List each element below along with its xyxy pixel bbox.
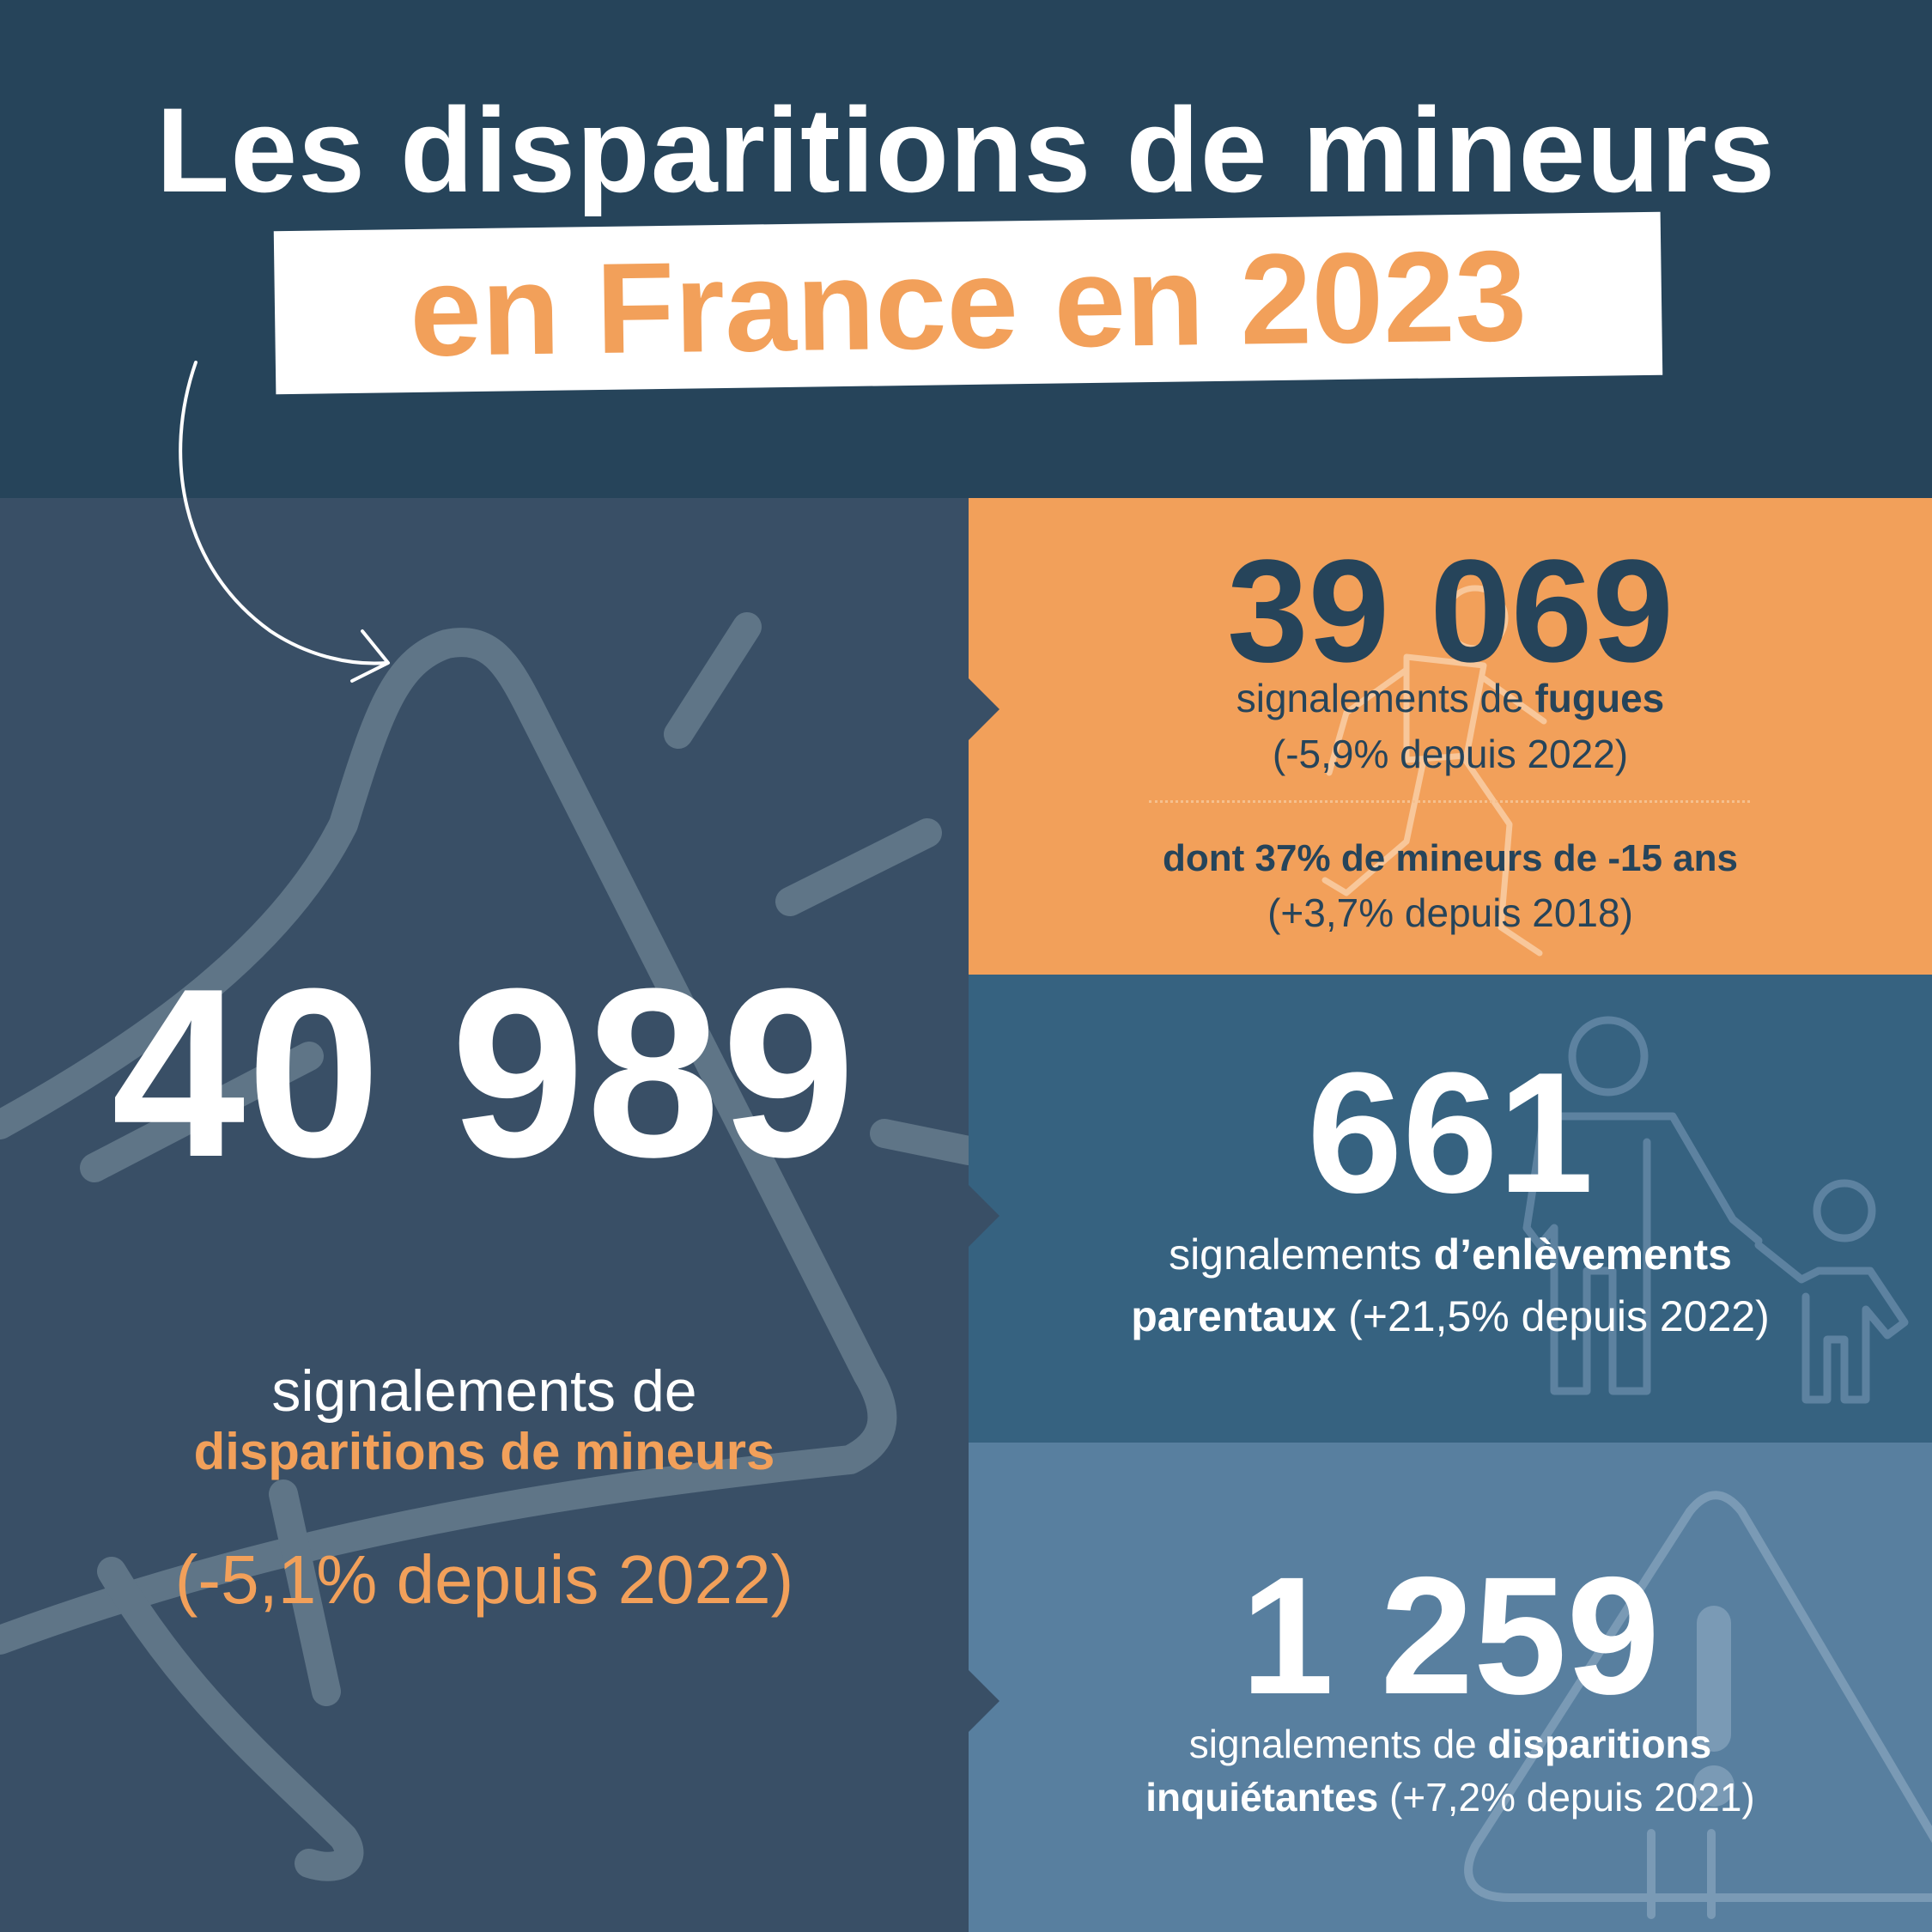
enlevements-change: (+21,5% depuis 2022)	[1336, 1292, 1770, 1340]
enlevements-label-bold1: d’enlèvements	[1433, 1230, 1732, 1279]
fugues-label: signalements de fugues	[969, 674, 1932, 722]
curved-arrow-icon	[179, 361, 390, 683]
fugues-change: (-5,9% depuis 2022)	[1272, 732, 1629, 776]
enlevements-label-line1: signalements d’enlèvements	[969, 1228, 1932, 1281]
divider	[1149, 800, 1750, 803]
inquietantes-change: (+7,2% depuis 2021)	[1378, 1775, 1755, 1820]
inquietantes-label-bold2: inquiétantes	[1145, 1775, 1379, 1820]
main-stat-label-highlight: disparitions de mineurs	[193, 1423, 775, 1480]
fugues-value: 39 069	[1227, 530, 1674, 693]
inquietantes-label-line2: inquiétantes (+7,2% depuis 2021)	[969, 1773, 1932, 1821]
inquietantes-label-prefix: signalements de	[1188, 1722, 1488, 1766]
title-line1: Les disparitions de mineurs	[155, 82, 1777, 217]
enlevements-label-prefix: signalements	[1169, 1230, 1434, 1279]
title-line2: en France en 2023	[409, 222, 1528, 384]
fugues-label-bold: fugues	[1534, 676, 1665, 720]
running-person-icon	[1321, 585, 1547, 957]
enlevements-label-bold2: parentaux	[1131, 1292, 1337, 1340]
main-stat-value: 40 989	[111, 939, 858, 1207]
main-stat-panel: 40 989 signalements de disparitions de m…	[0, 498, 969, 1932]
inquietantes-panel: 1 259 signalements de disparitions inqui…	[969, 1443, 1932, 1932]
fugues-sub-change: (+3,7% depuis 2018)	[1267, 890, 1633, 935]
megaphone-icon	[0, 612, 969, 1881]
parent-child-icon	[1522, 1016, 1909, 1404]
panel-notch	[969, 1670, 999, 1732]
inquietantes-value: 1 259	[1241, 1542, 1660, 1729]
inquietantes-label-bold1: disparitions	[1487, 1722, 1712, 1766]
enlevements-label-line2: parentaux (+21,5% depuis 2022)	[969, 1290, 1932, 1343]
inquietantes-label-line1: signalements de disparitions	[969, 1720, 1932, 1768]
enlevements-value: 661	[1307, 1037, 1594, 1229]
enlevements-panel: 661 signalements d’enlèvements parentaux…	[969, 975, 1932, 1443]
panel-notch	[969, 678, 999, 740]
panel-notch	[969, 1185, 999, 1247]
warning-triangle-icon	[1464, 1491, 1932, 1919]
fugues-panel: 39 069 signalements de fugues (-5,9% dep…	[969, 498, 1932, 975]
fugues-sub: dont 37% de mineurs de -15 ans	[1163, 837, 1738, 879]
main-stat-change: (-5,1% depuis 2022)	[174, 1541, 794, 1618]
main-stat-label: signalements de	[271, 1358, 697, 1424]
fugues-label-prefix: signalements de	[1236, 676, 1535, 720]
